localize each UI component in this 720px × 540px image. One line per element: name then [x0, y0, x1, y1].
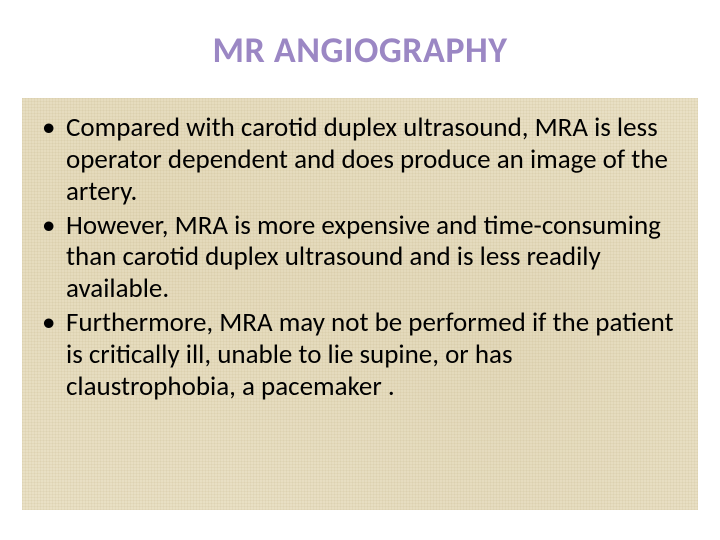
content-panel: Compared with carotid duplex ultrasound,…	[22, 98, 698, 510]
list-item: However, MRA is more expensive and time-…	[32, 210, 674, 306]
bullet-list: Compared with carotid duplex ultrasound,…	[32, 112, 674, 403]
title-area: MR ANGIOGRAPHY	[0, 0, 720, 90]
slide: MR ANGIOGRAPHY Compared with carotid dup…	[0, 0, 720, 540]
slide-title: MR ANGIOGRAPHY	[0, 28, 720, 72]
list-item: Furthermore, MRA may not be performed if…	[32, 307, 674, 403]
list-item: Compared with carotid duplex ultrasound,…	[32, 112, 674, 208]
